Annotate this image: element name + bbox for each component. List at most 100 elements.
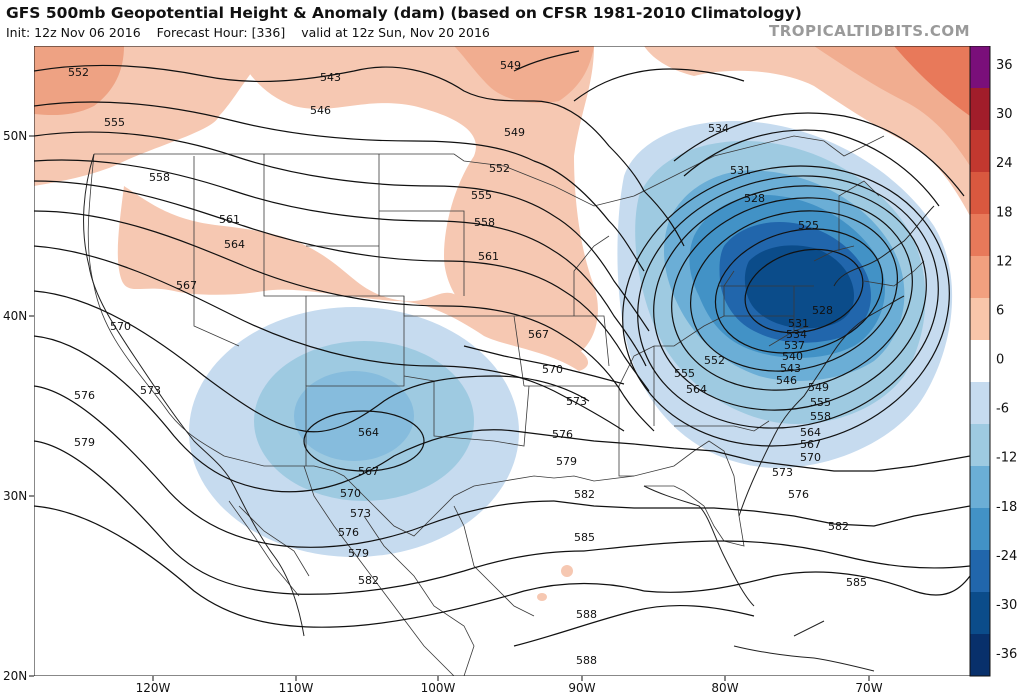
lon-label: 90W bbox=[568, 681, 595, 695]
colorbar-swatch bbox=[970, 130, 990, 173]
lon-label: 120W bbox=[136, 681, 171, 695]
contour-label: 573 bbox=[350, 507, 371, 520]
colorbar-label: 18 bbox=[996, 205, 1013, 220]
height-contours bbox=[34, 50, 970, 647]
colorbar-label: 36 bbox=[996, 58, 1013, 73]
lat-label: 20N bbox=[3, 669, 27, 683]
colorbar-swatch bbox=[970, 634, 990, 677]
colorbar-label: 6 bbox=[996, 303, 1004, 318]
contour-label: 582 bbox=[574, 488, 595, 501]
valid-time: valid at 12z Sun, Nov 20 2016 bbox=[301, 25, 490, 40]
chart-title: GFS 500mb Geopotential Height & Anomaly … bbox=[6, 4, 802, 22]
contour-label: 534 bbox=[708, 122, 729, 135]
contour-label: 582 bbox=[828, 520, 849, 533]
contour-label: 567 bbox=[358, 465, 379, 478]
contour-label: 579 bbox=[556, 455, 577, 468]
contour-label: 543 bbox=[780, 362, 801, 375]
contour-label: 588 bbox=[576, 654, 597, 667]
contour-label: 555 bbox=[810, 396, 831, 409]
contour-label: 558 bbox=[474, 216, 495, 229]
forecast-hour: Forecast Hour: [336] bbox=[156, 25, 286, 40]
colorbar-swatch bbox=[970, 592, 990, 635]
contour-label: 549 bbox=[500, 59, 521, 72]
contour-label: 576 bbox=[74, 389, 95, 402]
colorbar-label: -12 bbox=[996, 451, 1017, 466]
lat-label: 50N bbox=[3, 129, 27, 143]
colorbar-label: 30 bbox=[996, 107, 1013, 122]
contour-label: 546 bbox=[310, 104, 331, 117]
contour-label: 588 bbox=[576, 608, 597, 621]
init-time: Init: 12z Nov 06 2016 bbox=[6, 25, 141, 40]
contour-label: 573 bbox=[772, 466, 793, 479]
contour-label: 567 bbox=[800, 438, 821, 451]
colorbar-swatch bbox=[970, 340, 990, 383]
contour-label: 576 bbox=[338, 526, 359, 539]
contour-label: 525 bbox=[798, 219, 819, 232]
contour-label: 576 bbox=[788, 488, 809, 501]
colorbar-label: -24 bbox=[996, 549, 1017, 564]
contour-label: 528 bbox=[744, 192, 765, 205]
colorbar-label: -18 bbox=[996, 500, 1017, 515]
contour-label: 564 bbox=[358, 426, 379, 439]
contour-label: 585 bbox=[574, 531, 595, 544]
contour-label: 564 bbox=[800, 426, 821, 439]
colorbar-swatch bbox=[970, 214, 990, 257]
contour-label: 552 bbox=[68, 66, 89, 79]
contour-label: 579 bbox=[348, 547, 369, 560]
colorbar-label: 24 bbox=[996, 156, 1013, 171]
lat-label: 40N bbox=[3, 309, 27, 323]
contour-label: 552 bbox=[704, 354, 725, 367]
contour-label: 573 bbox=[140, 384, 161, 397]
colorbar-swatch bbox=[970, 424, 990, 467]
colorbar-swatch bbox=[970, 298, 990, 341]
contour-label: 570 bbox=[340, 487, 361, 500]
colorbar-swatch bbox=[970, 172, 990, 215]
contour-label: 549 bbox=[504, 126, 525, 139]
contour-label: 546 bbox=[776, 374, 797, 387]
lon-label: 110W bbox=[279, 681, 314, 695]
colorbar-swatch bbox=[970, 46, 990, 89]
colorbar-labels: 36 30 24 18 12 6 0 -6 -12 -18 -24 -30 -36 bbox=[996, 58, 1017, 662]
contour-label: 570 bbox=[800, 451, 821, 464]
contour-label: 531 bbox=[730, 164, 751, 177]
colorbar-swatch bbox=[970, 508, 990, 551]
colorbar-swatch bbox=[970, 550, 990, 593]
colorbar-swatch bbox=[970, 382, 990, 425]
contour-label: 555 bbox=[104, 116, 125, 129]
colorbar-label: -6 bbox=[996, 402, 1009, 417]
colorbar-label: 12 bbox=[996, 254, 1013, 269]
contour-label: 564 bbox=[224, 238, 245, 251]
contour-labels: 552 555 558 561 564 567 570 573 576 579 … bbox=[68, 59, 867, 667]
colorbar-swatch bbox=[970, 256, 990, 299]
contour-label: 570 bbox=[542, 363, 563, 376]
contour-label: 543 bbox=[320, 71, 341, 84]
chart-subtitle: Init: 12z Nov 06 2016 Forecast Hour: [33… bbox=[6, 25, 502, 40]
contour-label: 576 bbox=[552, 428, 573, 441]
contour-label: 537 bbox=[784, 339, 805, 352]
contour-label: 561 bbox=[478, 250, 499, 263]
map-canvas: 552 555 558 561 564 567 570 573 576 579 … bbox=[34, 46, 970, 676]
warm-anomaly-regions bbox=[34, 46, 970, 601]
contour-label: 555 bbox=[471, 189, 492, 202]
contour-label: 567 bbox=[528, 328, 549, 341]
contour-label: 573 bbox=[566, 395, 587, 408]
contour-label: 585 bbox=[846, 576, 867, 589]
colorbar-blocks bbox=[970, 46, 990, 677]
colorbar-swatch bbox=[970, 466, 990, 509]
colorbar: 36 30 24 18 12 6 0 -6 -12 -18 -24 -30 -36 bbox=[969, 46, 1017, 677]
site-credit: TROPICALTIDBITS.COM bbox=[769, 22, 970, 40]
lat-label: 30N bbox=[3, 489, 27, 503]
contour-label: 570 bbox=[110, 320, 131, 333]
colorbar-swatch bbox=[970, 88, 990, 131]
lon-label: 100W bbox=[421, 681, 456, 695]
colorbar-label: -30 bbox=[996, 598, 1017, 613]
contour-label: 558 bbox=[810, 410, 831, 423]
contour-label: 552 bbox=[489, 162, 510, 175]
colorbar-label: 0 bbox=[996, 353, 1004, 368]
contour-label: 528 bbox=[812, 304, 833, 317]
contour-label: 540 bbox=[782, 350, 803, 363]
lon-label: 80W bbox=[711, 681, 738, 695]
contour-label: 558 bbox=[149, 171, 170, 184]
